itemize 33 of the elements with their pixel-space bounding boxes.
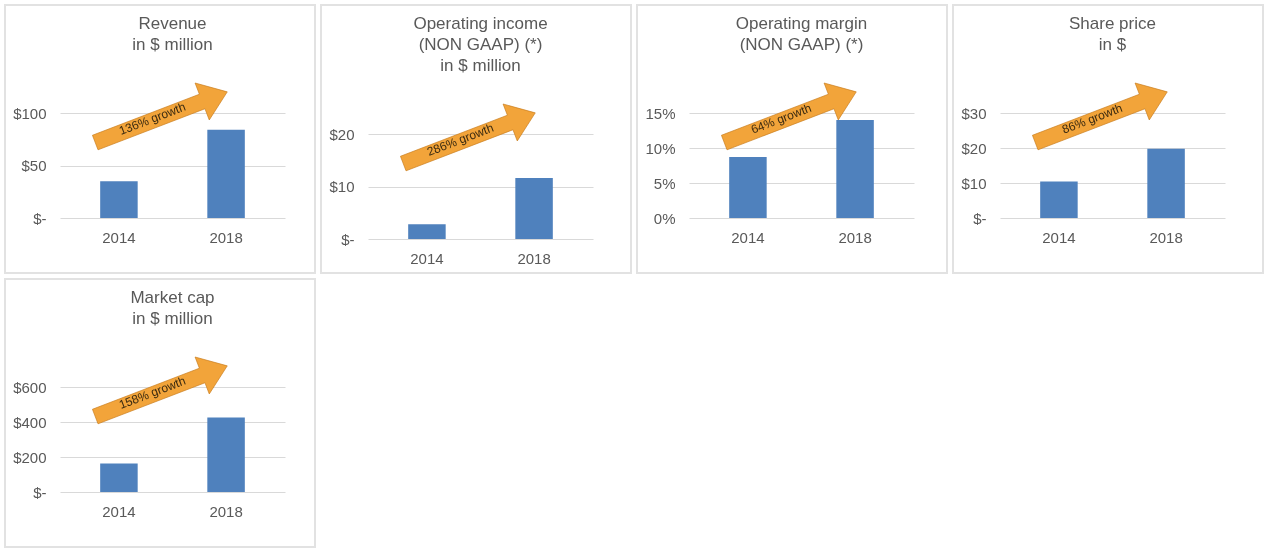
x-tick-label: 2014: [1042, 228, 1076, 246]
chart-title: Market cap in $ million: [130, 287, 215, 328]
y-tick-label: $200: [13, 448, 47, 466]
y-tick-label: $20: [329, 125, 355, 143]
y-tick-label: $-: [341, 230, 355, 248]
x-tick-label: 2014: [102, 502, 136, 520]
y-tick-label: $-: [33, 483, 47, 501]
y-tick-label: $600: [13, 378, 47, 396]
chart-title: Revenue in $ million: [132, 13, 213, 54]
y-tick-label: $400: [13, 413, 47, 431]
x-tick-label: 2018: [1149, 228, 1183, 246]
y-tick-label: $30: [961, 104, 987, 122]
x-tick-label: 2014: [410, 249, 444, 267]
y-tick-label: $-: [33, 209, 47, 227]
chart-title: Share price in $: [1069, 13, 1156, 54]
y-tick-label: 5%: [653, 174, 676, 192]
y-tick-label: $50: [21, 157, 47, 174]
x-tick-label: 2018: [517, 249, 551, 267]
y-tick-label: 0%: [653, 209, 676, 227]
y-tick-label: $100: [13, 104, 47, 122]
y-tick-label: $10: [329, 178, 355, 195]
x-tick-label: 2018: [209, 502, 243, 520]
y-tick-label: $20: [961, 139, 987, 157]
x-tick-label: 2018: [209, 228, 243, 246]
y-tick-label: 10%: [645, 139, 676, 157]
y-tick-label: $10: [961, 174, 987, 192]
y-tick-label: 15%: [645, 104, 676, 122]
x-tick-label: 2018: [838, 228, 872, 246]
x-tick-label: 2014: [102, 228, 136, 246]
x-tick-label: 2014: [731, 228, 765, 246]
chart-title: Operating income (NON GAAP) (*) in $ million: [413, 13, 548, 75]
chart-title: Operating margin (NON GAAP) (*): [735, 13, 868, 54]
y-tick-label: $-: [973, 209, 987, 227]
